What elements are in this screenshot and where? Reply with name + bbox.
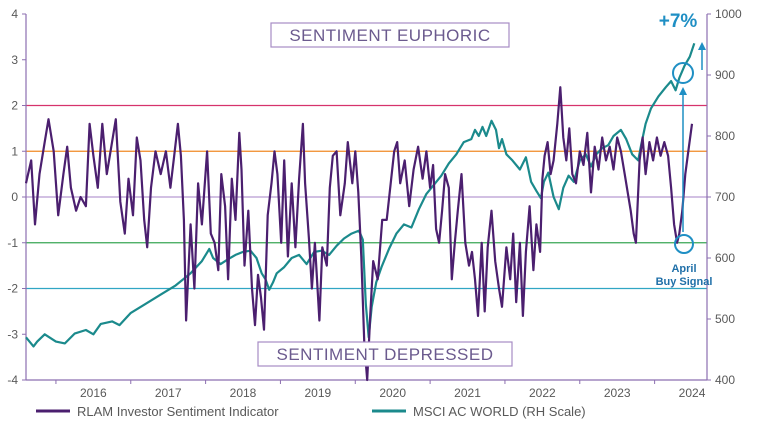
x-tick-label: 2023 (604, 386, 631, 400)
up-arrow-head (698, 42, 706, 50)
x-tick-label: 2022 (529, 386, 556, 400)
depressed-label-box (257, 341, 513, 367)
left-tick-label: 4 (11, 7, 18, 21)
left-tick-label: -3 (7, 327, 18, 341)
euphoric-label: SENTIMENT EUPHORIC (289, 26, 490, 45)
series-line-msci (25, 42, 696, 348)
low-circle (674, 234, 694, 254)
depressed-label: SENTIMENT DEPRESSED (276, 345, 493, 364)
x-tick-label: 2019 (305, 386, 332, 400)
legend-label-sentiment: RLAM Investor Sentiment Indicator (77, 404, 279, 419)
series-layer (24, 42, 696, 382)
right-tick-label: 500 (715, 312, 735, 326)
right-tick-label: 600 (715, 251, 735, 265)
annotations: +7% April Buy Signal (656, 11, 713, 288)
left-tick-label: 0 (11, 190, 18, 204)
rise-arrow-head (679, 87, 687, 95)
x-tick-label: 2016 (80, 386, 107, 400)
x-tick-label: 2017 (155, 386, 182, 400)
x-tick-label: 2020 (379, 386, 406, 400)
high-circle (672, 62, 694, 84)
x-tick-label: 2024 (679, 386, 706, 400)
left-tick-label: 3 (11, 53, 18, 67)
right-tick-label: 400 (715, 373, 735, 387)
x-tick-label: 2021 (454, 386, 481, 400)
series-line-sentiment (24, 86, 694, 382)
right-tick-label: 800 (715, 129, 735, 143)
signal-label-line2: Buy Signal (656, 276, 713, 288)
right-tick-label: 1000 (715, 7, 742, 21)
left-tick-label: -2 (7, 282, 18, 296)
signal-label-line1: April (671, 263, 696, 275)
gain-label: +7% (659, 11, 698, 32)
axes: 4 3 2 1 0 -1 -2 -3 -4 1000 900 800 700 600 500 400 2016 2… (7, 7, 742, 400)
euphoric-label-box (270, 22, 510, 48)
legend-label-msci: MSCI AC WORLD (RH Scale) (413, 404, 586, 419)
x-tick-label: 2018 (230, 386, 257, 400)
right-tick-label: 900 (715, 68, 735, 82)
left-tick-label: 2 (11, 99, 18, 113)
legend: RLAM Investor Sentiment Indicator MSCI A… (36, 404, 586, 419)
left-tick-label: 1 (11, 144, 18, 158)
right-tick-label: 700 (715, 190, 735, 204)
left-tick-label: -1 (7, 236, 18, 250)
left-tick-label: -4 (7, 373, 18, 387)
